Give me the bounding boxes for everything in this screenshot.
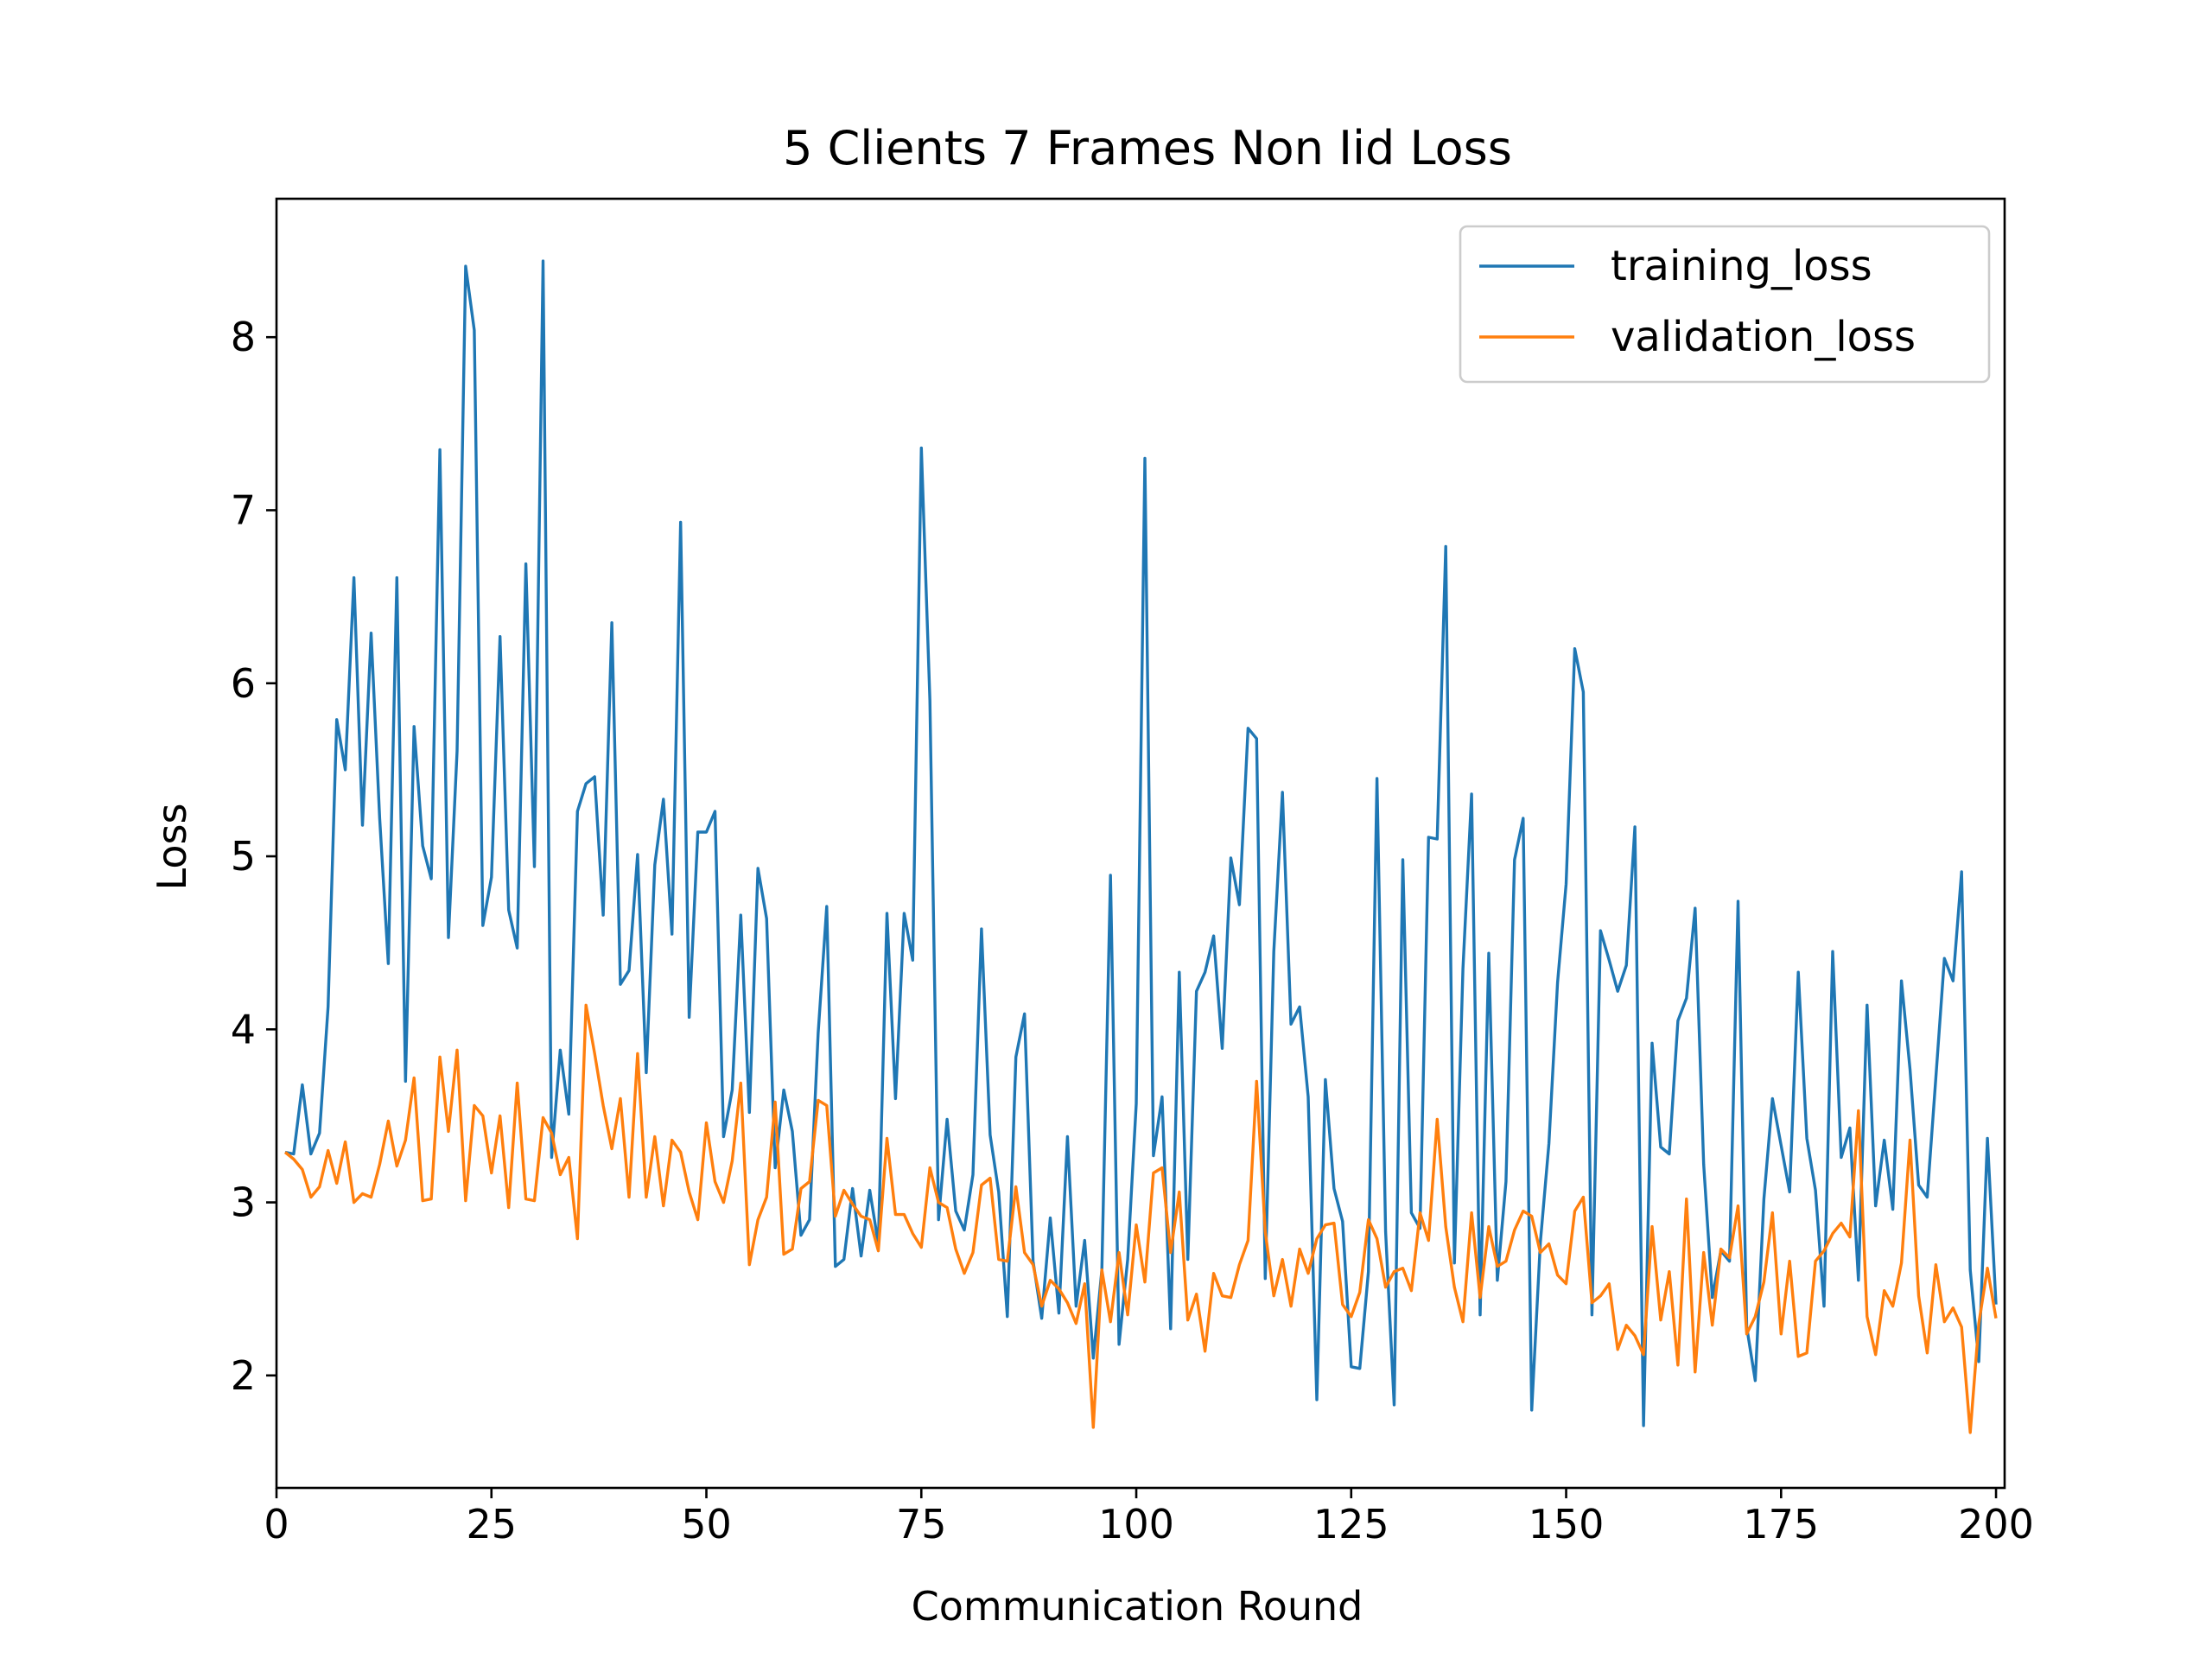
series-layer: [283, 259, 1998, 1434]
x-tick-label: 50: [681, 1501, 732, 1548]
x-tick-label: 100: [1098, 1501, 1174, 1548]
legend-label-validation_loss: validation_loss: [1611, 313, 1916, 361]
x-tick-label: 75: [896, 1501, 947, 1548]
legend-box: [1459, 225, 1991, 384]
axes-layer: 0 25 50 75 100 125 150 175 200 2 3 4 5 6 7 8: [231, 197, 2034, 1548]
y-axis-label: Loss: [149, 804, 195, 891]
x-axis-label: Communication Round: [912, 1583, 1363, 1630]
chart-title: 5 Clients 7 Frames Non Iid Loss: [783, 121, 1512, 175]
legend: training_loss validation_loss: [1459, 225, 1991, 384]
series-line-validation_loss: [283, 1003, 1998, 1434]
x-tick-label: 25: [466, 1501, 517, 1548]
y-tick-label: 5: [231, 833, 256, 880]
y-tick-label: 8: [231, 314, 256, 360]
x-tick-label: 0: [264, 1501, 289, 1548]
y-tick-label: 3: [231, 1179, 256, 1226]
legend-label-training_loss: training_loss: [1611, 242, 1872, 290]
y-tick-label: 4: [231, 1006, 256, 1052]
x-tick-label: 125: [1313, 1501, 1389, 1548]
x-tick-label: 200: [1958, 1501, 2034, 1548]
series-line-training_loss: [284, 259, 1998, 1427]
y-tick-label: 2: [231, 1352, 256, 1399]
plot-frame: [275, 197, 2006, 1490]
x-tick-label: 150: [1529, 1501, 1605, 1548]
y-tick-label: 6: [231, 660, 256, 707]
y-tick-label: 7: [231, 486, 256, 533]
x-tick-label: 175: [1743, 1501, 1819, 1548]
